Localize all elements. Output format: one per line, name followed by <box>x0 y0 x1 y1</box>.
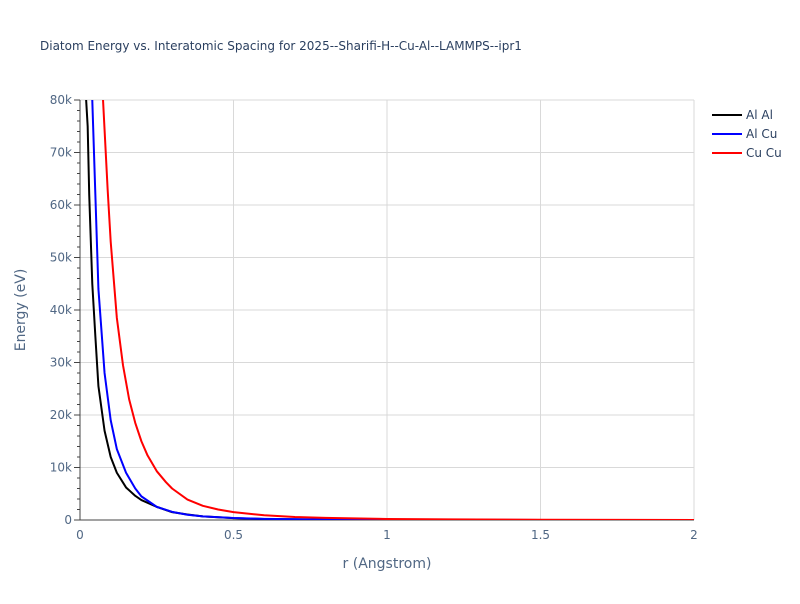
x-tick-label: 0 <box>76 528 84 542</box>
series-line-cu-cu <box>102 100 694 520</box>
x-tick-label: 1 <box>383 528 391 542</box>
x-axis-title: r (Angstrom) <box>343 556 432 572</box>
x-tick-label: 0.5 <box>224 528 243 542</box>
y-tick-label: 20k <box>50 408 72 422</box>
series-layer <box>85 100 694 520</box>
y-tick-label: 50k <box>50 251 72 265</box>
series-line-al-cu <box>91 100 694 520</box>
legend-label-al-cu: Al Cu <box>746 127 777 141</box>
y-tick-label: 10k <box>50 461 72 475</box>
x-tick-label: 1.5 <box>531 528 550 542</box>
chart-title: Diatom Energy vs. Interatomic Spacing fo… <box>40 39 522 53</box>
y-tick-label: 0 <box>64 513 72 527</box>
y-tick-label: 70k <box>50 146 72 160</box>
y-tick-label: 30k <box>50 356 72 370</box>
legend-label-al-al: Al Al <box>746 108 773 122</box>
x-tick-label: 2 <box>690 528 698 542</box>
y-tick-label: 60k <box>50 198 72 212</box>
y-tick-label: 40k <box>50 303 72 317</box>
y-axis-title: Energy (eV) <box>13 269 29 352</box>
legend-label-cu-cu: Cu Cu <box>746 146 782 160</box>
y-tick-label: 80k <box>50 93 72 107</box>
grid-layer <box>80 99 695 520</box>
legend: Al Al Al Cu Cu Cu <box>712 108 782 160</box>
